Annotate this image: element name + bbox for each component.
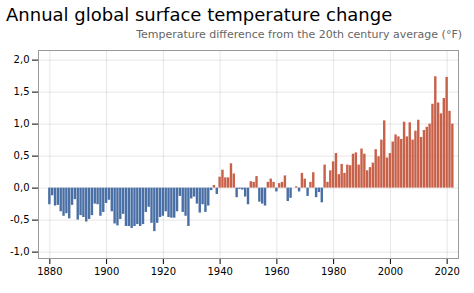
svg-text:0,5: 0,5 xyxy=(14,150,30,161)
svg-text:1,0: 1,0 xyxy=(14,118,30,129)
svg-text:1920: 1920 xyxy=(151,266,176,277)
svg-text:-0,5: -0,5 xyxy=(10,214,30,225)
svg-text:1900: 1900 xyxy=(94,266,119,277)
svg-text:2020: 2020 xyxy=(434,266,459,277)
svg-text:1980: 1980 xyxy=(321,266,346,277)
html-text:Annual global surface temperat: Annual global surface temperature change xyxy=(6,4,393,25)
svg-text:2,0: 2,0 xyxy=(14,54,30,65)
svg-text:-1,0: -1,0 xyxy=(10,246,30,257)
svg-text:1940: 1940 xyxy=(207,266,232,277)
html-text:Temperature difference from th: Temperature difference from the 20th cen… xyxy=(136,28,462,41)
svg-text:2000: 2000 xyxy=(378,266,403,277)
svg-text:1960: 1960 xyxy=(264,266,289,277)
svg-text:1,5: 1,5 xyxy=(14,86,30,97)
svg-text:0,0: 0,0 xyxy=(14,182,30,193)
svg-text:1880: 1880 xyxy=(37,266,62,277)
